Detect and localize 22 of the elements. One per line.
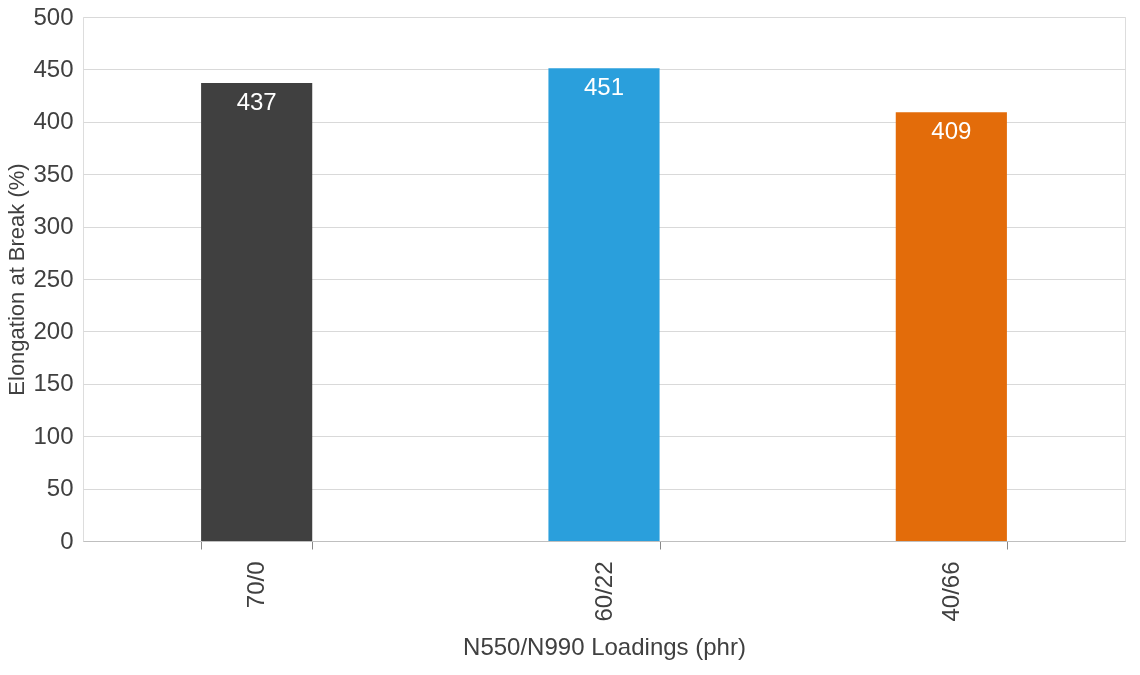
y-tick-label: 300 <box>33 212 74 240</box>
bar <box>895 112 1007 541</box>
data-label: 437 <box>236 88 277 116</box>
x-tick-label: 70/0 <box>242 561 270 609</box>
y-tick-label: 50 <box>46 474 74 502</box>
y-tick-label: 150 <box>33 369 74 397</box>
bar <box>201 83 313 541</box>
x-tick-label: 60/22 <box>589 561 617 622</box>
x-axis-title: N550/N990 Loadings (phr) <box>463 632 746 660</box>
data-label: 451 <box>583 73 625 101</box>
bar <box>548 68 660 541</box>
y-tick-label: 250 <box>33 264 74 292</box>
y-tick-label: 350 <box>33 159 74 187</box>
data-label: 409 <box>931 117 972 145</box>
y-axis-title: Elongation at Break (%) <box>4 163 30 396</box>
y-tick-label: 100 <box>33 421 74 449</box>
x-tick-label: 40/66 <box>936 561 964 622</box>
y-tick-label: 200 <box>33 316 74 344</box>
y-tick-label: 400 <box>33 107 74 135</box>
y-tick-label: 500 <box>33 2 74 30</box>
y-tick-label: 450 <box>33 54 74 82</box>
y-tick-label: 0 <box>60 526 74 554</box>
